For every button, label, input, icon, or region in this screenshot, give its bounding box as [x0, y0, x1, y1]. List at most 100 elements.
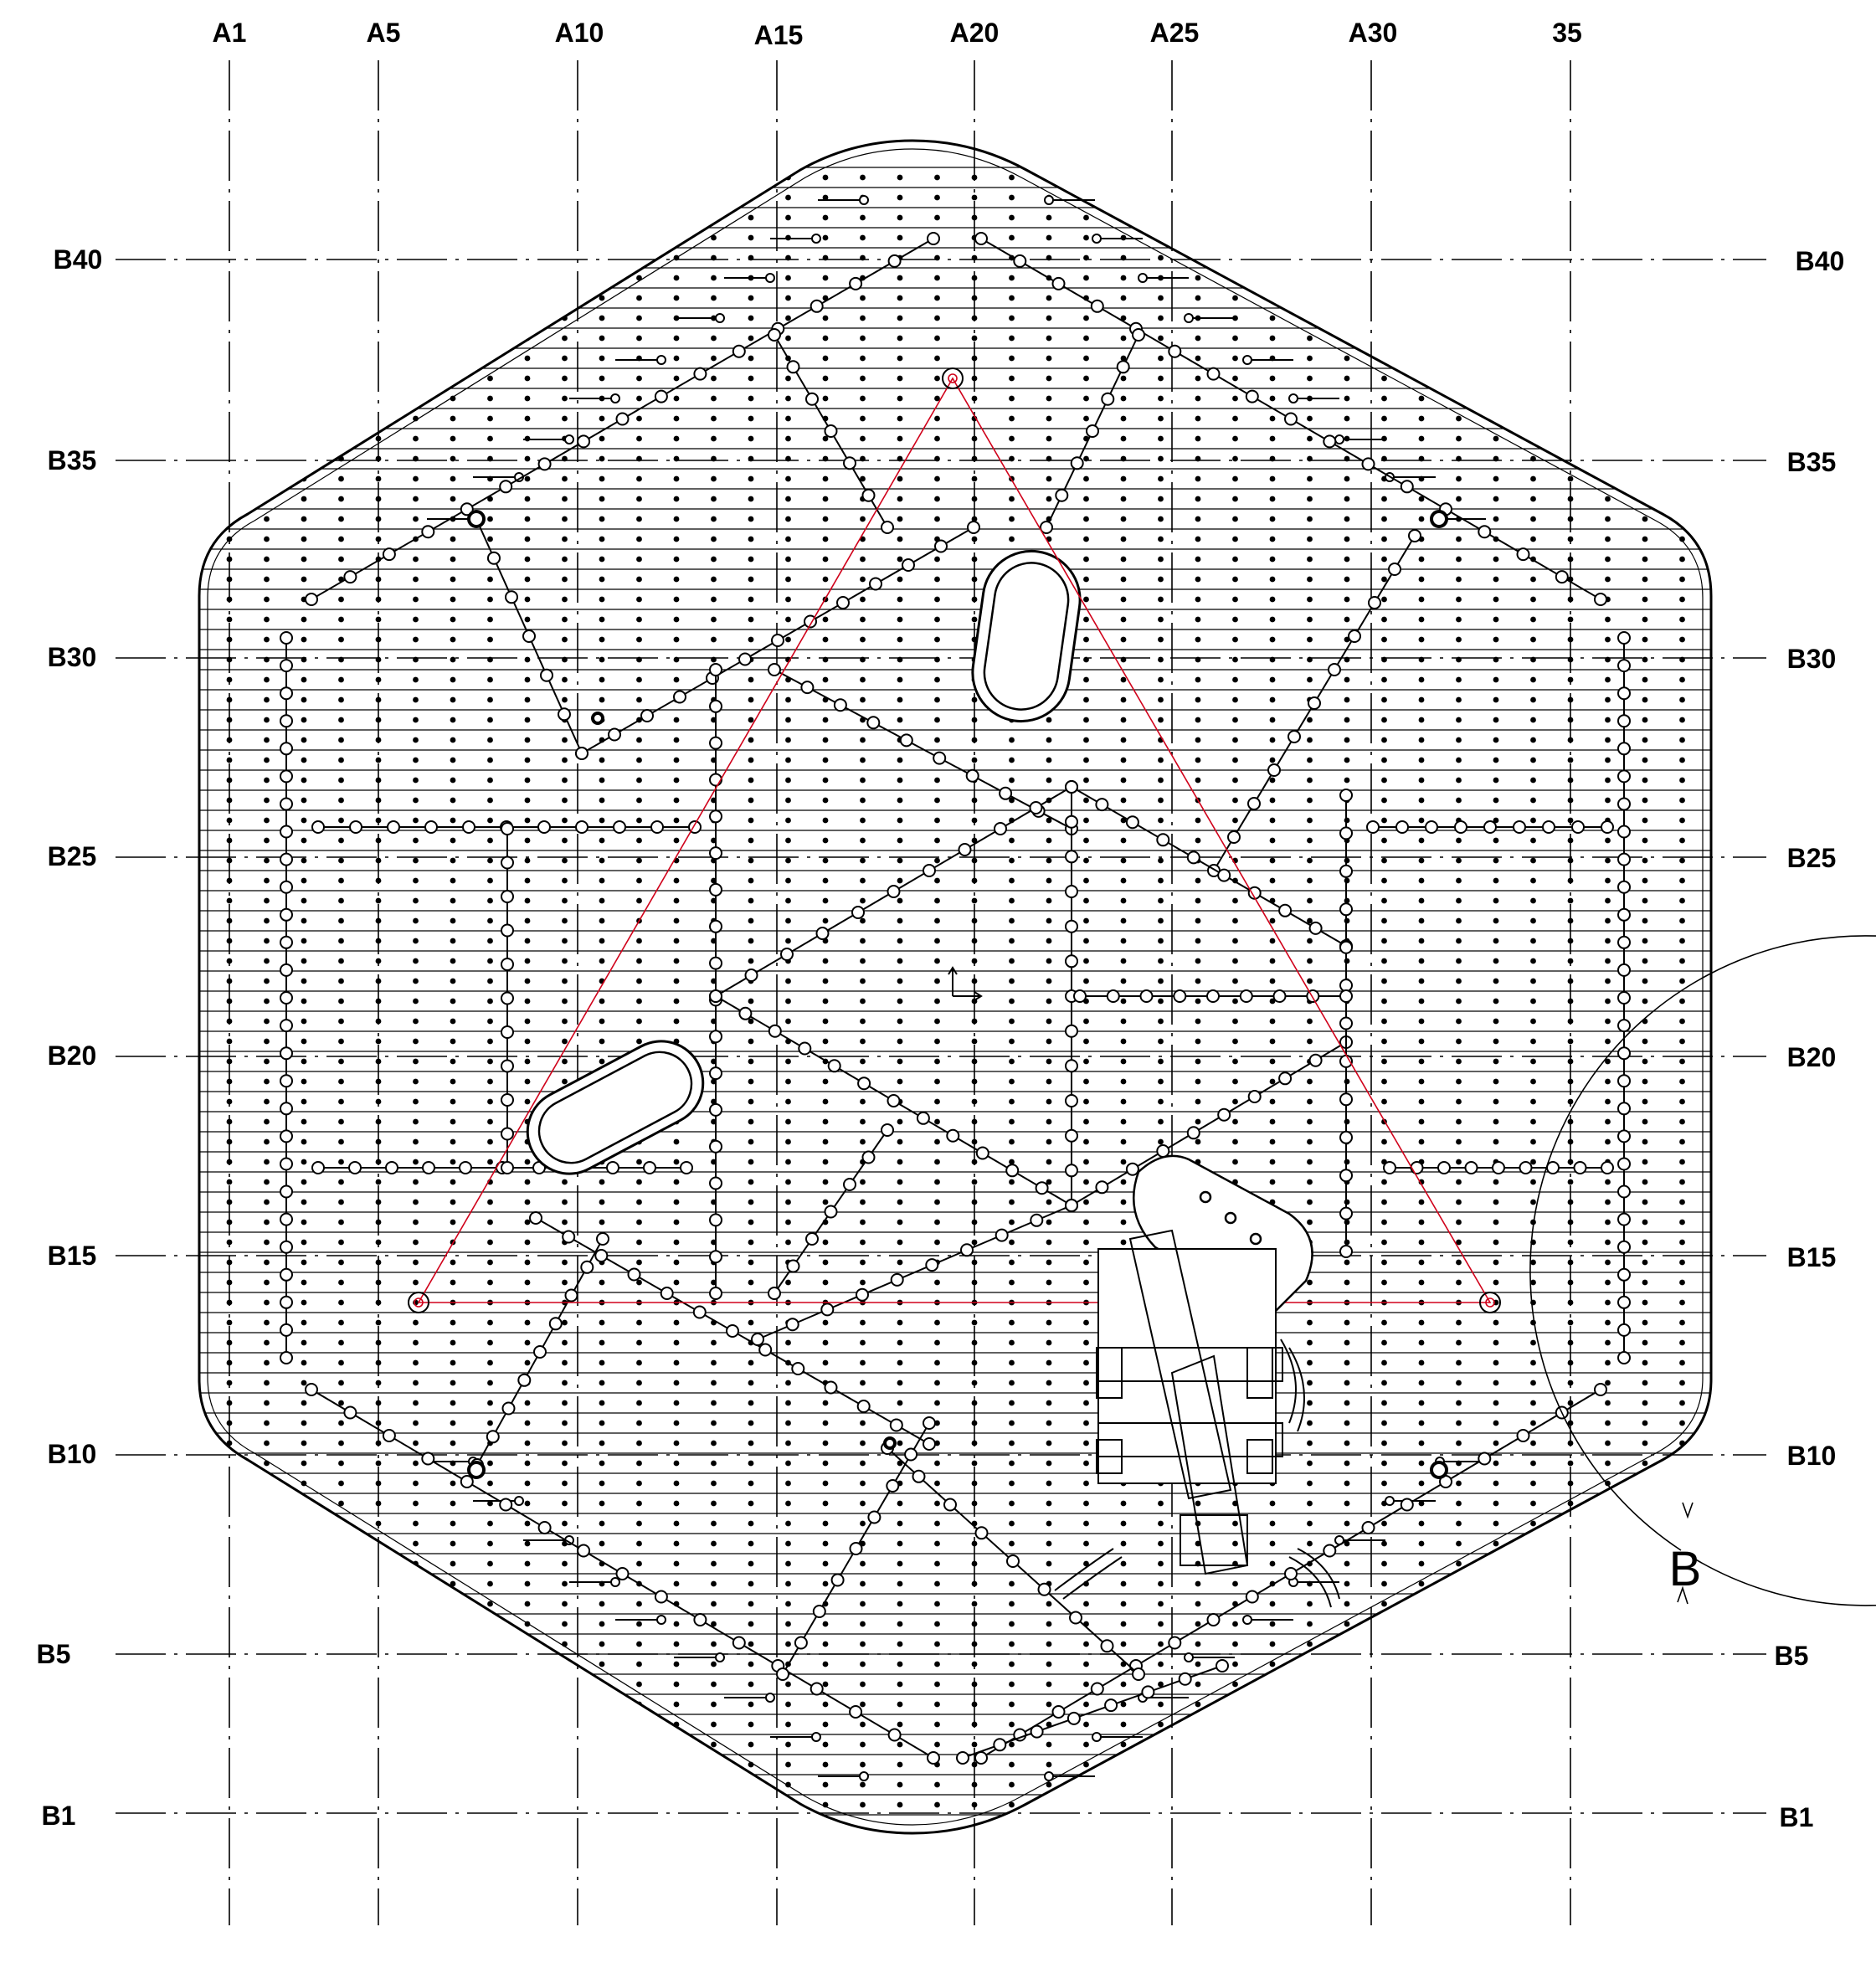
grid-hole	[822, 576, 829, 583]
grid-hole	[1120, 757, 1127, 763]
grid-hole	[1418, 1580, 1425, 1587]
grid-hole	[487, 1801, 493, 1808]
grid-hole	[822, 174, 829, 181]
grid-hole	[1456, 1580, 1462, 1587]
grid-hole	[1046, 395, 1052, 402]
grid-hole	[599, 275, 605, 281]
grid-hole	[487, 295, 493, 301]
grid-hole	[1344, 355, 1350, 362]
grid-hole	[1158, 234, 1164, 241]
grid-hole	[338, 797, 344, 804]
grid-hole	[1269, 315, 1276, 321]
grid-hole	[562, 777, 568, 784]
grid-hole	[1344, 576, 1350, 583]
grid-hole	[1381, 576, 1387, 583]
grid-hole	[1493, 596, 1499, 603]
grid-hole	[413, 1621, 419, 1627]
grid-hole	[636, 395, 642, 402]
grid-hole	[301, 1319, 307, 1326]
bolt	[537, 457, 552, 471]
grid-hole	[338, 696, 344, 703]
grid-hole	[785, 596, 791, 603]
bolt	[890, 1272, 904, 1287]
grid-hole	[1456, 1239, 1462, 1246]
bolt	[800, 681, 815, 695]
grid-hole	[1456, 636, 1462, 643]
grid-hole	[1381, 355, 1387, 362]
grid-hole	[1344, 1621, 1350, 1627]
bolt	[827, 1059, 841, 1073]
grid-hole	[1493, 636, 1499, 643]
grid-hole	[934, 395, 940, 402]
grid-hole	[1418, 496, 1425, 502]
grid-hole	[748, 897, 754, 904]
grid-hole	[748, 1641, 754, 1647]
grid-hole	[1269, 998, 1276, 1005]
grid-hole	[1567, 636, 1574, 643]
grid-hole	[152, 697, 158, 703]
grid-hole	[1046, 496, 1052, 502]
grid-hole	[1232, 174, 1238, 181]
bolt	[849, 1542, 863, 1555]
grid-hole	[860, 295, 866, 301]
grid-hole	[338, 1138, 344, 1145]
grid-hole	[524, 1681, 531, 1688]
grid-hole	[562, 676, 568, 683]
grid-hole	[860, 958, 866, 964]
grid-hole	[1679, 435, 1685, 442]
grid-hole	[1307, 516, 1313, 522]
grid-hole	[1530, 1380, 1536, 1386]
grid-hole	[189, 1280, 195, 1286]
grid-hole	[1195, 877, 1201, 884]
grid-hole	[1381, 757, 1387, 763]
grid-hole	[1307, 1359, 1313, 1366]
bolt	[1013, 254, 1027, 268]
grid-hole	[1605, 797, 1611, 804]
bolt	[1106, 989, 1120, 1003]
bolt	[709, 1139, 722, 1154]
grid-hole	[822, 1159, 829, 1165]
grid-hole	[487, 1159, 493, 1165]
grid-hole	[375, 596, 382, 603]
bolt	[280, 1240, 293, 1254]
grid-hole	[1120, 1721, 1127, 1728]
bolt	[594, 1249, 609, 1262]
grid-hole	[1158, 877, 1164, 884]
grid-hole	[1158, 556, 1164, 563]
grid-hole	[1158, 1601, 1164, 1607]
grid-hole	[599, 335, 605, 342]
grid-hole	[1530, 1400, 1536, 1406]
grid-hole	[226, 1159, 233, 1165]
grid-hole	[1009, 1781, 1015, 1788]
bolt	[794, 1636, 808, 1650]
grid-hole	[1158, 938, 1164, 944]
grid-hole	[338, 1621, 344, 1627]
grid-hole	[860, 1279, 866, 1286]
grid-hole	[413, 395, 419, 402]
grid-hole	[1530, 1018, 1536, 1025]
grid-hole	[1418, 998, 1425, 1005]
grid-hole	[673, 275, 680, 281]
grid-hole	[897, 355, 903, 362]
row-label-b10-right: B10	[1787, 1441, 1837, 1471]
grid-hole	[1530, 194, 1536, 201]
grid-hole	[226, 1420, 233, 1426]
grid-hole	[1009, 978, 1015, 984]
grid-hole	[1120, 676, 1127, 683]
grid-hole	[1195, 295, 1201, 301]
grid-hole	[226, 1038, 233, 1045]
grid-hole	[226, 1138, 233, 1145]
grid-hole	[264, 596, 270, 603]
grid-hole	[599, 1601, 605, 1607]
grid-hole	[301, 576, 307, 583]
grid-hole	[599, 1179, 605, 1185]
grid-hole	[1381, 1018, 1387, 1025]
rail-stub-end	[1242, 355, 1252, 365]
grid-hole	[226, 1380, 233, 1386]
grid-hole	[1567, 877, 1574, 884]
grid-hole	[226, 757, 233, 763]
grid-hole	[1046, 1098, 1052, 1105]
bolt	[887, 1094, 901, 1107]
bolt	[382, 1429, 396, 1442]
bolt	[815, 927, 830, 940]
